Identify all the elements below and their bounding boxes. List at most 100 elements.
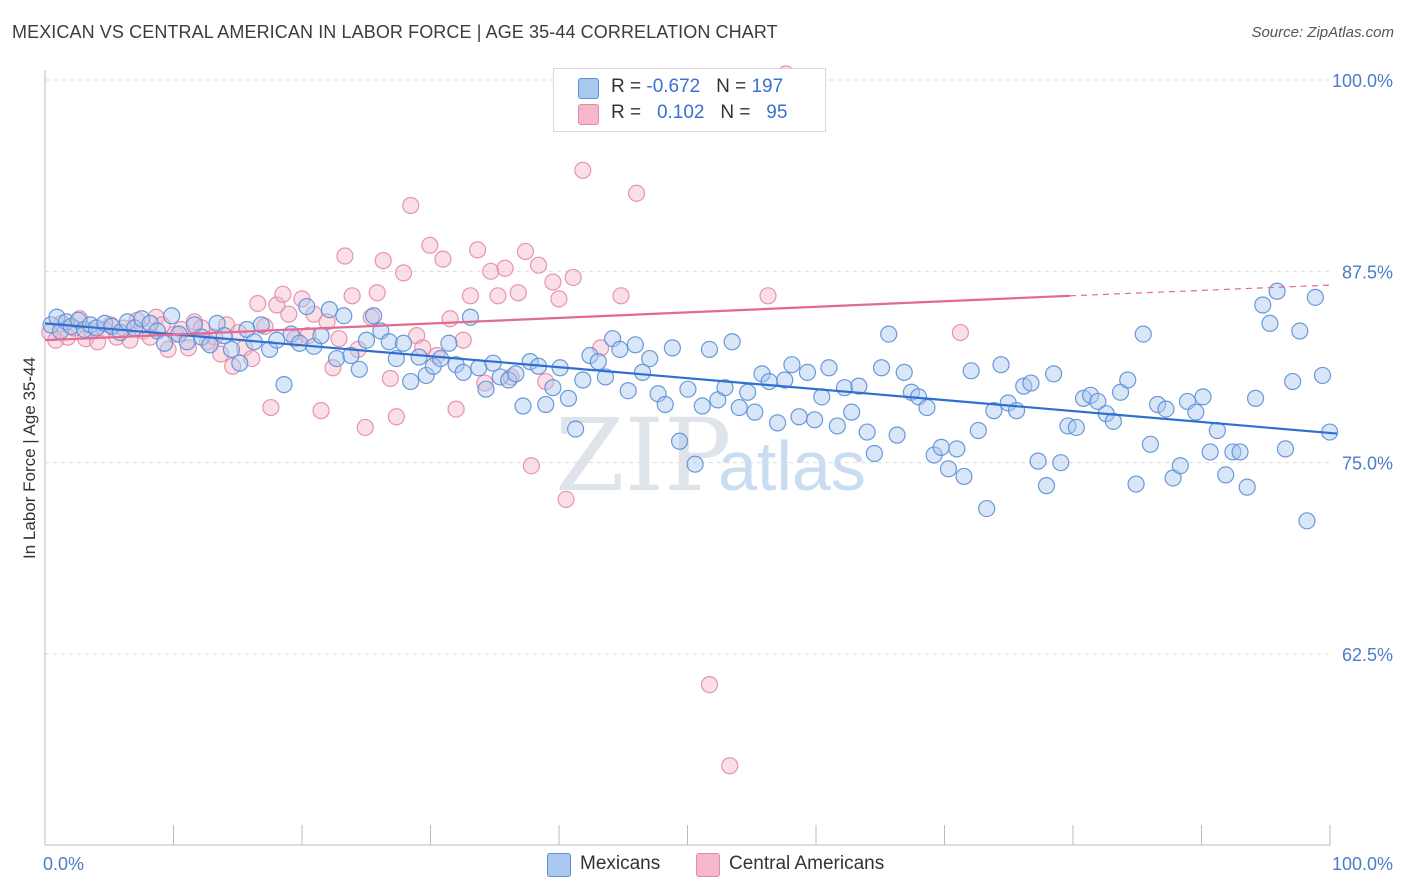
x-tick-label: 100.0% [1332,854,1393,874]
point-mexicans [1231,443,1249,461]
point-mexicans [723,333,741,351]
point-mexicans [1194,388,1212,406]
trend-line-central-americans [44,294,1071,342]
point-mexicans [470,359,488,377]
point-mexicans [1171,457,1189,475]
x-tick-label: 0.0% [43,854,84,874]
point-mexicans [828,417,846,435]
point-mexicans [813,388,831,406]
tick-labels: 62.5% 75.0% 87.5% 100.0% 0.0% 100.0% [43,71,1393,874]
point-central-americans [461,287,480,305]
point-central-americans [343,287,361,305]
point-mexicans [820,359,838,377]
n-value-central-americans: 95 [766,102,788,123]
r-value-central-americans: 0.102 [656,102,705,123]
point-central-americans [249,294,267,313]
point-mexicans [969,421,987,440]
point-mexicans [163,307,181,325]
legend-swatch-blue [578,78,599,99]
point-mexicans [895,363,913,381]
point-mexicans [843,403,861,421]
point-mexicans [626,336,644,354]
point-central-americans [441,310,459,328]
point-central-americans [516,242,535,261]
point-mexicans [1261,314,1279,332]
point-mexicans [679,380,697,398]
point-mexicans [700,340,719,358]
point-mexicans [670,432,689,450]
point-mexicans [1134,325,1152,343]
point-mexicans [252,316,270,334]
point-mexicans [716,379,734,397]
point-mexicans [962,362,980,380]
r-label: R = [611,102,647,123]
n-value-mexicans: 197 [751,76,784,97]
point-mexicans [402,372,420,391]
point-mexicans [155,334,174,352]
correlation-legend: R = -0.672 N = 197 R = 0.102 N = 95 [553,68,826,132]
legend-label-central-americans: Central Americans [729,853,885,874]
point-central-americans [387,408,405,426]
point-mexicans [1067,418,1085,437]
point-central-americans [759,287,777,305]
point-mexicans [1119,371,1137,389]
point-central-americans [394,264,413,282]
point-mexicans [231,354,249,372]
point-mexicans [835,379,854,397]
point-central-americans [280,305,298,323]
point-mexicans [312,327,330,345]
y-tick-label: 87.5% [1342,262,1393,282]
y-tick-label: 75.0% [1342,454,1393,474]
point-mexicans [544,379,562,397]
n-label: N = [720,102,756,123]
point-central-americans [522,457,540,475]
point-central-americans [381,369,399,388]
point-mexicans [514,397,532,415]
point-mexicans [955,467,973,486]
series-mexicans [42,282,1339,530]
point-central-americans [268,296,286,314]
point-mexicans [641,349,659,368]
watermark-atlas: atlas [718,427,866,505]
point-mexicans [477,380,495,398]
point-central-americans [454,331,472,349]
point-central-americans [557,490,575,509]
point-mexicans [939,460,958,478]
point-mexicans [1284,372,1302,391]
point-central-americans [421,236,439,254]
point-mexicans [290,334,309,352]
point-mexicans [574,371,592,389]
point-mexicans [133,310,151,328]
point-central-americans [537,372,555,391]
y-tick-label: 62.5% [1342,645,1393,665]
point-mexicans [1029,452,1047,470]
point-central-americans [951,323,970,342]
point-central-americans [469,241,487,259]
point-central-americans [476,374,494,392]
series-central-americans [41,65,970,775]
point-mexicans [776,371,794,389]
point-central-americans [336,247,354,265]
point-mexicans [1254,296,1272,314]
point-mexicans [633,363,652,381]
point-central-americans [274,285,292,303]
point-mexicans [730,398,748,417]
chart-title: MEXICAN VS CENTRAL AMERICAN IN LABOR FOR… [12,22,778,42]
point-mexicans [768,414,787,432]
point-central-americans [529,256,548,274]
point-mexicans [350,360,368,378]
point-mexicans [507,365,525,383]
point-mexicans [760,372,778,391]
point-central-americans [312,402,330,420]
legend-swatch-mexicans [547,853,571,877]
point-mexicans [1201,443,1219,461]
n-label: N = [716,76,752,97]
point-mexicans [1217,466,1235,484]
point-mexicans [1022,374,1040,392]
point-mexicans [201,336,219,354]
point-mexicans [559,389,578,407]
point-mexicans [932,438,950,456]
point-central-americans [550,290,568,308]
point-mexicans [746,403,764,421]
point-mexicans [1089,392,1107,411]
